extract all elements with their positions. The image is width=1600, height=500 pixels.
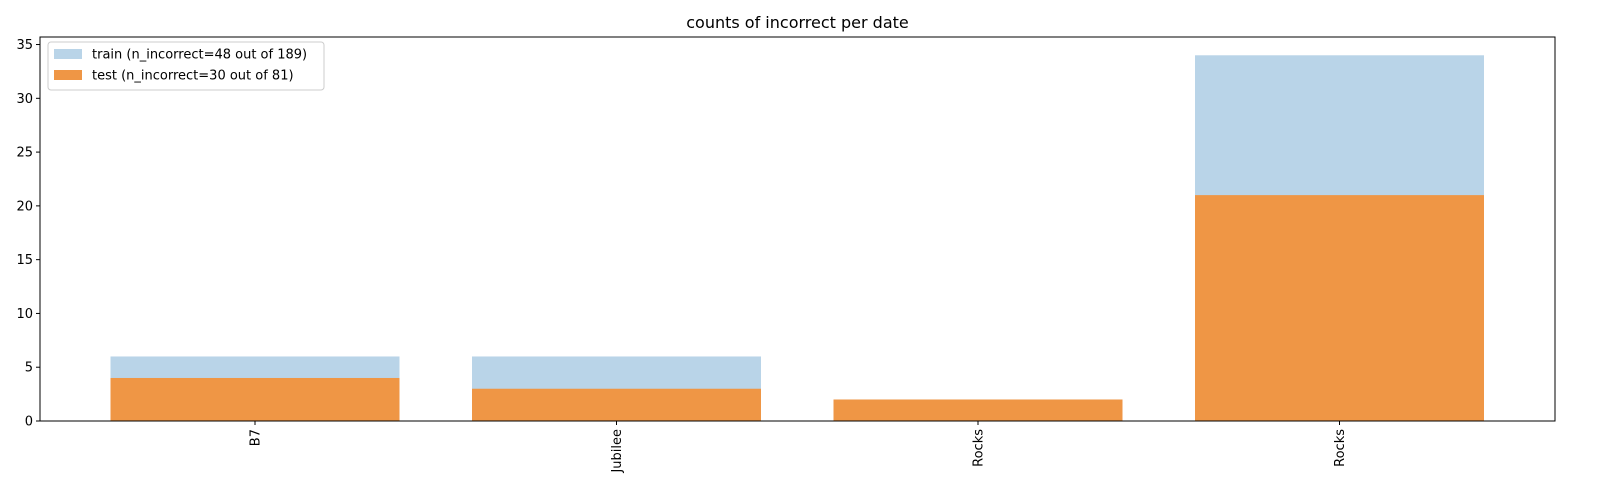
chart-title: counts of incorrect per date xyxy=(686,13,909,32)
test-bar-3 xyxy=(1195,195,1484,421)
x-tick-label-2: Rocks xyxy=(972,429,987,467)
y-tick-label-2: 10 xyxy=(16,307,33,322)
legend-swatch-0 xyxy=(54,49,82,59)
test-bar-1 xyxy=(472,388,761,421)
legend-label-1: test (n_incorrect=30 out of 81) xyxy=(92,69,294,84)
y-tick-label-7: 35 xyxy=(16,38,33,53)
plot-frame xyxy=(39,36,1556,422)
y-tick-label-1: 5 xyxy=(25,361,33,376)
bars-layer xyxy=(110,55,1484,422)
x-tick-label-0: B7 xyxy=(249,429,264,446)
legend-swatch-1 xyxy=(54,70,82,80)
axes-layer: 0 5 10 15 20 25 30 35 B7 Jubilee Rocks Rocks xyxy=(16,36,1556,474)
y-tick-label-6: 30 xyxy=(16,92,33,107)
x-tick-label-1: Jubilee xyxy=(610,429,625,474)
legend-box xyxy=(47,41,325,91)
test-bar-2 xyxy=(833,399,1123,421)
x-tick-label-3: Rocks xyxy=(1333,429,1348,467)
legend: train (n_incorrect=48 out of 189) test (n… xyxy=(47,41,325,91)
test-bar-0 xyxy=(110,377,400,421)
y-tick-label-4: 20 xyxy=(16,199,33,214)
y-tick-label-0: 0 xyxy=(25,415,33,430)
y-tick-label-3: 15 xyxy=(16,253,33,268)
legend-label-0: train (n_incorrect=48 out of 189) xyxy=(92,48,307,63)
y-tick-label-5: 25 xyxy=(16,146,33,161)
